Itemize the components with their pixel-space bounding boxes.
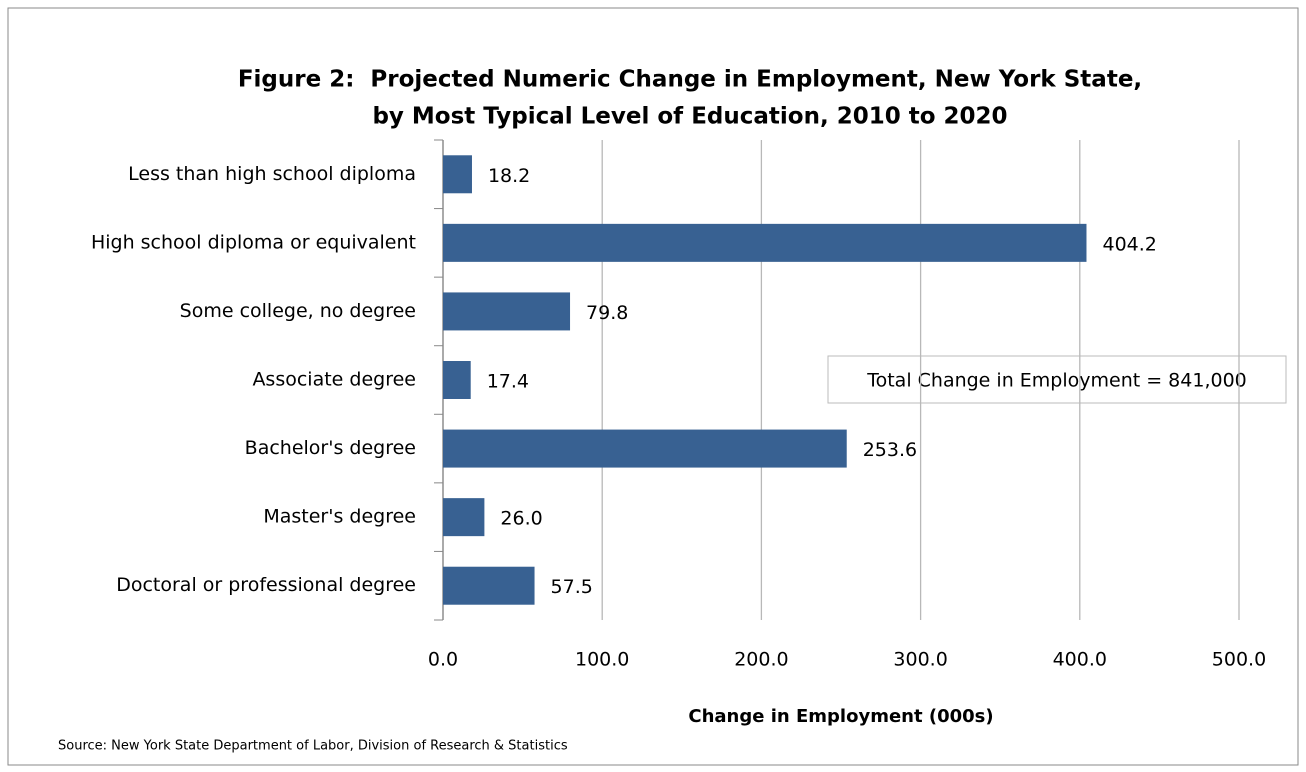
y-tick-label: Master's degree (263, 506, 416, 528)
x-tick-label: 200.0 (734, 649, 788, 671)
y-tick-label: Associate degree (252, 369, 416, 391)
bar (443, 498, 485, 537)
y-tick-label: High school diploma or equivalent (91, 231, 416, 253)
bar (443, 566, 535, 605)
chart-title: by Most Typical Level of Education, 2010… (372, 104, 1007, 130)
data-label: 253.6 (863, 439, 917, 461)
y-tick-label: Less than high school diploma (128, 163, 416, 185)
x-tick-label: 400.0 (1053, 649, 1107, 671)
bar (443, 292, 571, 331)
bar (443, 155, 472, 194)
y-tick-label: Bachelor's degree (245, 437, 416, 459)
data-label: 79.8 (586, 302, 628, 324)
x-tick-label: 0.0 (428, 649, 458, 671)
source-note: Source: New York State Department of Lab… (58, 739, 568, 754)
x-tick-label: 500.0 (1212, 649, 1266, 671)
annotation-box (827, 355, 1287, 404)
chart-title: Figure 2: Projected Numeric Change in Em… (238, 67, 1142, 93)
y-tick-label: Some college, no degree (180, 300, 416, 322)
data-label: 57.5 (551, 576, 593, 598)
x-tick-label: 300.0 (893, 649, 947, 671)
data-label: 404.2 (1102, 233, 1156, 255)
annotation: Total Change in Employment = 841,000 (866, 370, 1247, 392)
bar (443, 429, 847, 468)
data-label: 18.2 (488, 165, 530, 187)
data-label: 26.0 (500, 508, 542, 530)
y-tick-label: Doctoral or professional degree (116, 574, 416, 596)
x-tick-label: 100.0 (575, 649, 629, 671)
bar (443, 223, 1087, 262)
data-label: 17.4 (487, 371, 529, 393)
bar (443, 361, 471, 399)
x-axis-title: Change in Employment (000s) (688, 706, 993, 727)
